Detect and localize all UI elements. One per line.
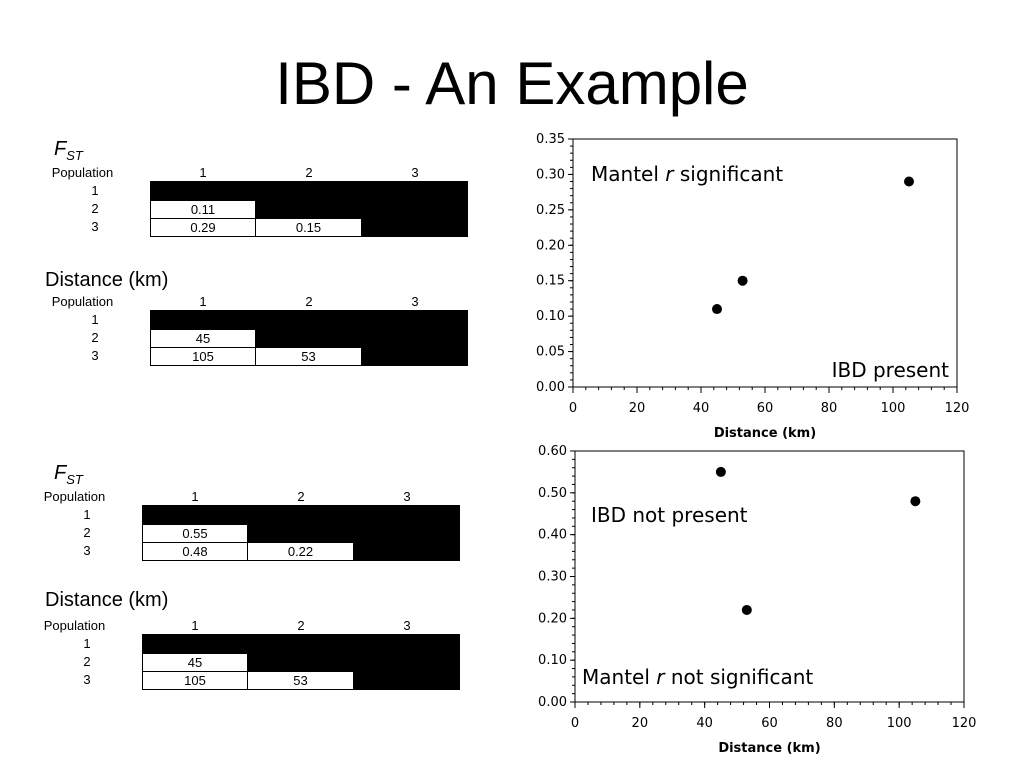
- y-tick-label: 0.10: [538, 653, 567, 668]
- y-tick-label: 0.05: [536, 345, 565, 360]
- y-tick-label: 0.40: [538, 528, 567, 543]
- x-tick-label: 60: [757, 401, 774, 416]
- matrix-header-col: 2: [305, 165, 313, 180]
- x-tick-label: 100: [887, 716, 912, 731]
- y-tick-label: 0.20: [536, 238, 565, 253]
- distance-matrix-2: Population 1 2 3 1 2 3 45 105 53: [32, 616, 462, 691]
- matrix-row-label: 2: [83, 525, 91, 540]
- x-tick-label: 60: [761, 716, 778, 731]
- matrix-header-population: Population: [43, 489, 106, 504]
- x-tick-label: 40: [696, 716, 713, 731]
- matrix-header-population: Population: [43, 618, 106, 633]
- matrix-row-label: 2: [83, 654, 91, 669]
- y-tick-label: 0.00: [538, 695, 567, 710]
- matrix-header-col: 1: [199, 165, 207, 180]
- matrix-cell: 0.29: [150, 218, 256, 237]
- matrix-row-label: 3: [91, 219, 99, 234]
- data-point: [715, 466, 726, 477]
- fst-heading-subscript: ST: [66, 148, 83, 163]
- matrix-header-col: 3: [403, 618, 411, 633]
- distance-matrix-1: Population 1 2 3 1 2 3 45 105 53: [40, 292, 470, 367]
- y-tick-label: 0.20: [538, 611, 567, 626]
- matrix-row-label: 3: [83, 672, 91, 687]
- x-axis-label: Distance (km): [718, 741, 820, 756]
- matrix-cell: 0.48: [142, 542, 248, 561]
- matrix-header-col: 1: [199, 294, 207, 309]
- y-tick-label: 0.00: [536, 380, 565, 395]
- data-point: [737, 275, 748, 286]
- matrix-row-label: 1: [91, 312, 99, 327]
- matrix-row-label: 3: [83, 543, 91, 558]
- matrix-header-population: Population: [51, 165, 114, 180]
- slide-title: IBD - An Example: [275, 50, 749, 117]
- x-tick-label: 40: [693, 401, 710, 416]
- chart-annotation: Mantel r significant: [591, 162, 783, 186]
- matrix-cell: 105: [150, 347, 256, 366]
- x-tick-label: 80: [821, 401, 838, 416]
- matrix-row-label: 2: [91, 330, 99, 345]
- y-tick-label: 0.30: [538, 570, 567, 585]
- y-tick-label: 0.10: [536, 309, 565, 324]
- matrix-header-col: 1: [191, 618, 199, 633]
- data-point: [904, 176, 914, 187]
- chart-annotation: IBD not present: [591, 503, 748, 527]
- chart-annotation: IBD present: [832, 358, 950, 382]
- fst-heading-2: FST: [54, 462, 83, 487]
- matrix-cell: 0.22: [247, 542, 354, 561]
- x-tick-label: 0: [569, 401, 577, 416]
- matrix-cell: 0.15: [255, 218, 362, 237]
- distance-heading-1: Distance (km): [45, 269, 169, 291]
- matrix-row-label: 2: [91, 201, 99, 216]
- matrix-header-col: 3: [411, 294, 419, 309]
- data-point: [910, 496, 921, 507]
- x-tick-label: 0: [571, 716, 579, 731]
- matrix-row-label: 3: [91, 348, 99, 363]
- fst-heading-subscript: ST: [66, 472, 83, 487]
- fst-heading-letter: F: [54, 138, 67, 160]
- x-axis-label: Distance (km): [714, 426, 816, 441]
- matrix-header-col: 2: [297, 618, 305, 633]
- data-point: [712, 304, 722, 315]
- x-tick-label: 20: [629, 401, 646, 416]
- data-point: [741, 604, 752, 615]
- y-tick-label: 0.50: [538, 486, 567, 501]
- matrix-header-col: 2: [305, 294, 313, 309]
- x-tick-label: 120: [952, 716, 977, 731]
- fst-heading-letter: F: [54, 462, 67, 484]
- matrix-row-label: 1: [83, 636, 91, 651]
- matrix-cell: 105: [142, 671, 248, 690]
- matrix-header-col: 1: [191, 489, 199, 504]
- y-tick-label: 0.60: [538, 444, 567, 459]
- x-tick-label: 100: [881, 401, 906, 416]
- chart-annotation: Mantel r not significant: [582, 665, 813, 689]
- y-tick-label: 0.25: [536, 203, 565, 218]
- matrix-cell: 53: [247, 671, 354, 690]
- distance-heading-2: Distance (km): [45, 589, 169, 611]
- matrix-header-col: 3: [411, 165, 419, 180]
- matrix-header-col: 3: [403, 489, 411, 504]
- fst-heading-1: FST: [54, 138, 83, 163]
- x-tick-label: 20: [632, 716, 649, 731]
- matrix-header-col: 2: [297, 489, 305, 504]
- x-tick-label: 120: [945, 401, 970, 416]
- y-tick-label: 0.35: [536, 132, 565, 147]
- matrix-row-label: 1: [91, 183, 99, 198]
- x-tick-label: 80: [826, 716, 843, 731]
- y-tick-label: 0.30: [536, 167, 565, 182]
- matrix-cell: 53: [255, 347, 362, 366]
- fst-matrix-2: Population 1 2 3 1 2 3 0.55 0.48 0.22: [32, 487, 462, 562]
- matrix-header-population: Population: [51, 294, 114, 309]
- matrix-row-label: 1: [83, 507, 91, 522]
- y-tick-label: 0.15: [536, 274, 565, 289]
- fst-matrix-1: Population 1 2 3 1 2 3 0.11 0.29 0.15: [40, 163, 470, 238]
